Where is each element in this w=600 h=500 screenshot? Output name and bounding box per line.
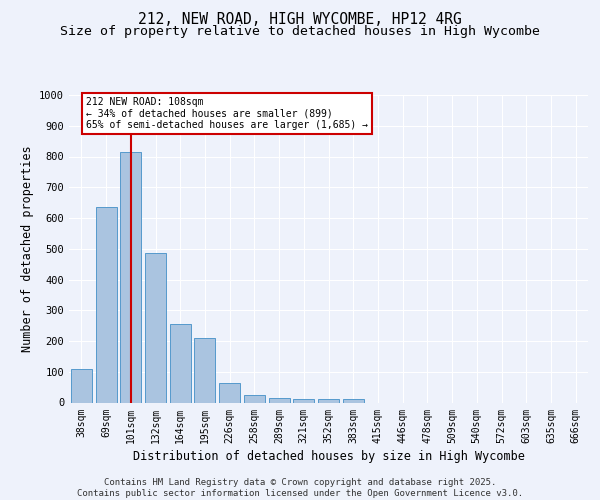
- Bar: [95, 207, 116, 402]
- X-axis label: Distribution of detached houses by size in High Wycombe: Distribution of detached houses by size …: [133, 450, 524, 462]
- Bar: [120, 152, 141, 403]
- Text: 212, NEW ROAD, HIGH WYCOMBE, HP12 4RG: 212, NEW ROAD, HIGH WYCOMBE, HP12 4RG: [138, 12, 462, 28]
- Text: Size of property relative to detached houses in High Wycombe: Size of property relative to detached ho…: [60, 25, 540, 38]
- Y-axis label: Number of detached properties: Number of detached properties: [20, 146, 34, 352]
- Bar: [145, 254, 166, 402]
- Text: 212 NEW ROAD: 108sqm
← 34% of detached houses are smaller (899)
65% of semi-deta: 212 NEW ROAD: 108sqm ← 34% of detached h…: [86, 96, 368, 130]
- Bar: [343, 400, 364, 402]
- Bar: [170, 324, 191, 402]
- Bar: [194, 338, 215, 402]
- Bar: [219, 382, 240, 402]
- Bar: [71, 368, 92, 402]
- Bar: [269, 398, 290, 402]
- Bar: [318, 400, 339, 402]
- Text: Contains HM Land Registry data © Crown copyright and database right 2025.
Contai: Contains HM Land Registry data © Crown c…: [77, 478, 523, 498]
- Bar: [244, 395, 265, 402]
- Bar: [293, 400, 314, 402]
